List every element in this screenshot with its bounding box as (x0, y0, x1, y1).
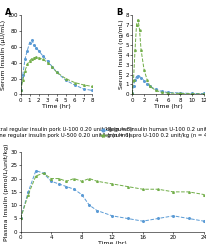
Legend: Regular insulin human U-100 0.2 unit/kg (n = 8), Insulin lispro U-100 0.2 unit/k: Regular insulin human U-100 0.2 unit/kg … (100, 127, 206, 138)
Y-axis label: Serum Insulin (µU/mL): Serum Insulin (µU/mL) (1, 20, 6, 90)
X-axis label: Time (hr): Time (hr) (154, 104, 182, 109)
Legend: Neutral regular insulin pork U-100 0.20 unit/kg (n = 8), Bovine regular insulin : Neutral regular insulin pork U-100 0.20 … (0, 127, 133, 138)
Text: A: A (5, 8, 11, 17)
Y-axis label: Serum Insulin (ng/mL): Serum Insulin (ng/mL) (119, 20, 124, 89)
X-axis label: Time (hr): Time (hr) (98, 241, 127, 244)
X-axis label: Time (hr): Time (hr) (42, 104, 71, 109)
Y-axis label: Plasma Insulin (pmol/L/unit/kg): Plasma Insulin (pmol/L/unit/kg) (4, 143, 9, 241)
Text: B: B (116, 8, 123, 17)
